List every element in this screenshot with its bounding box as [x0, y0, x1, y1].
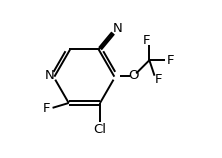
- Text: N: N: [44, 69, 54, 82]
- Text: N: N: [113, 22, 123, 35]
- Text: Cl: Cl: [93, 123, 107, 136]
- Text: F: F: [143, 34, 150, 47]
- Text: F: F: [167, 54, 175, 67]
- Text: F: F: [155, 73, 162, 86]
- Text: O: O: [129, 69, 139, 82]
- Text: F: F: [43, 102, 50, 115]
